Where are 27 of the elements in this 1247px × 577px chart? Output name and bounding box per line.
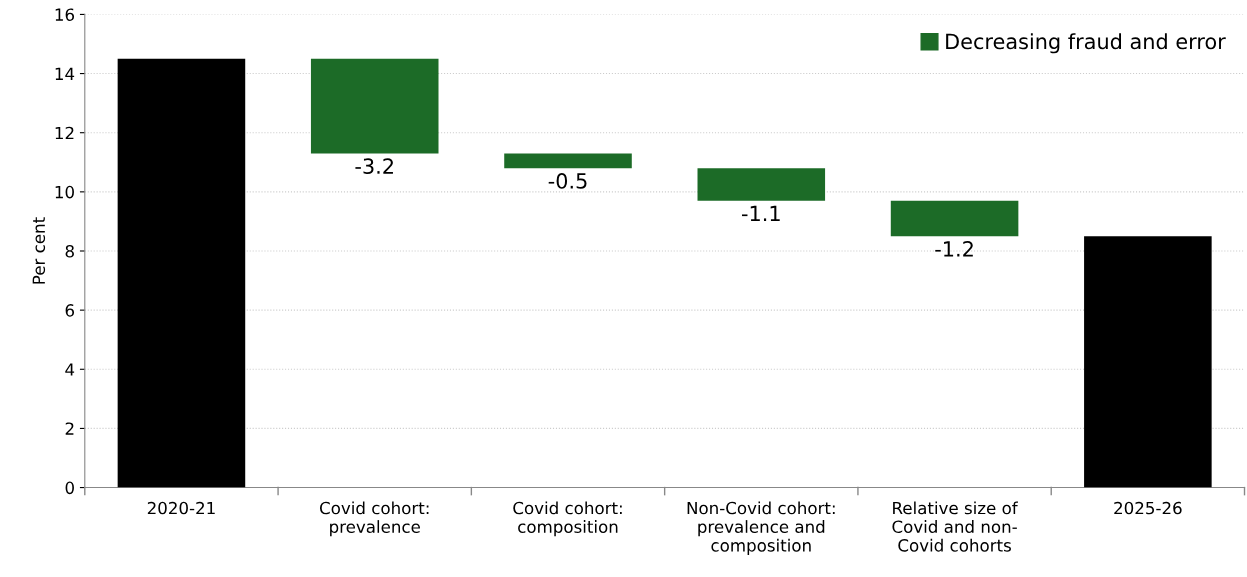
y-tick-label: 12 (55, 126, 74, 140)
data-label: -3.2 (355, 158, 393, 174)
y-tick-label: 0 (65, 481, 74, 495)
y-tick-label: 2 (65, 422, 74, 435)
bar (310, 58, 439, 154)
data-label: -1.2 (935, 241, 973, 257)
x-tick-label: Covid cohort: prevalence (319, 501, 429, 537)
x-tick-label: Relative size of Covid and non-Covid cohorts (892, 501, 1018, 552)
bar (504, 153, 632, 169)
bar (117, 58, 246, 488)
y-tick-label: 10 (55, 185, 74, 199)
y-tick-label: 8 (65, 244, 74, 258)
data-label: -0.5 (548, 173, 587, 189)
bar (1084, 236, 1212, 488)
bar (890, 200, 1019, 237)
x-tick-label: 2020-21 (147, 501, 215, 515)
y-tick-label: 16 (55, 8, 75, 21)
bar (697, 168, 826, 201)
data-label: -1.1 (741, 205, 780, 221)
y-axis-title: Per cent (32, 217, 46, 284)
x-tick-label: Non-Covid cohort: prevalence and composition (687, 501, 835, 555)
x-tick-label: Covid cohort: composition (513, 501, 622, 537)
x-tick-label: 2025-26 (1114, 501, 1182, 515)
y-tick-label: 6 (65, 304, 75, 317)
y-tick-label: 14 (55, 67, 75, 80)
legend-label: Decreasing fraud and error (946, 33, 1226, 54)
y-tick-label: 4 (65, 363, 75, 376)
